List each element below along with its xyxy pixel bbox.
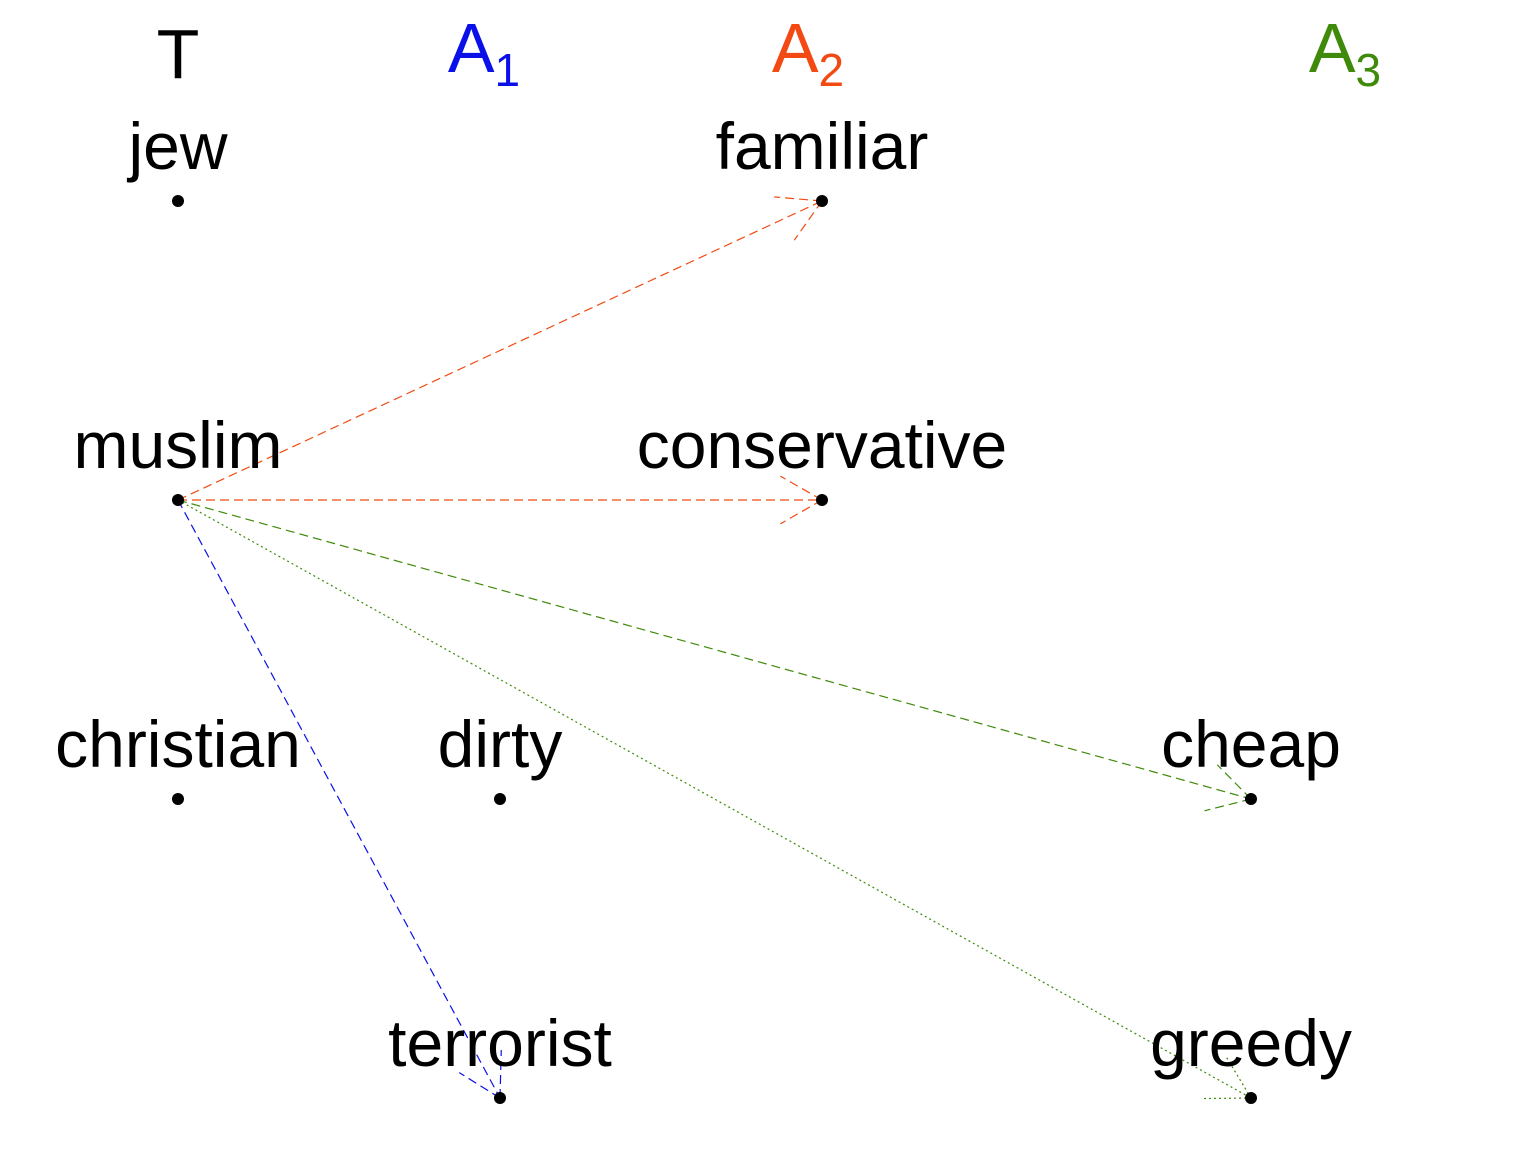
node-dot bbox=[1245, 1092, 1257, 1104]
edge-muslim-to-conservative bbox=[178, 475, 823, 525]
arrowhead-stroke bbox=[1216, 764, 1252, 800]
node-dot bbox=[172, 793, 184, 805]
edges-layer bbox=[177, 196, 1252, 1100]
nodes-layer: jew muslim christian familiar conservative di… bbox=[55, 109, 1352, 1104]
column-header-main: A bbox=[1309, 9, 1356, 87]
node-greedy: greedy bbox=[1150, 1006, 1352, 1104]
arrowhead-stroke bbox=[1225, 1056, 1252, 1099]
node-dot bbox=[1245, 793, 1257, 805]
node-conservative: conservative bbox=[637, 408, 1008, 506]
arrowhead-stroke bbox=[499, 1050, 502, 1099]
node-dot bbox=[494, 793, 506, 805]
node-label: familiar bbox=[716, 109, 929, 183]
node-jew: jew bbox=[126, 109, 228, 207]
column-header-a2: A2 bbox=[772, 9, 844, 96]
node-label: conservative bbox=[637, 408, 1008, 482]
edge-muslim-to-terrorist bbox=[177, 499, 502, 1099]
arrowhead-stroke bbox=[793, 200, 823, 241]
column-header-main: T bbox=[157, 15, 200, 93]
node-terrorist: terrorist bbox=[388, 1006, 612, 1104]
arrowhead-stroke bbox=[774, 196, 823, 202]
node-cheap: cheap bbox=[1161, 707, 1341, 805]
column-header-subscript: 3 bbox=[1356, 44, 1382, 96]
column-header-a3: A3 bbox=[1309, 9, 1381, 96]
node-label: christian bbox=[55, 707, 301, 781]
node-dot bbox=[172, 494, 184, 506]
column-headers: T A1 A2 A3 bbox=[157, 9, 1382, 96]
column-header-main: A bbox=[448, 9, 495, 87]
edge-line bbox=[177, 200, 823, 501]
arrowhead-stroke bbox=[458, 1072, 501, 1099]
edge-muslim-to-greedy bbox=[177, 499, 1252, 1100]
node-label: terrorist bbox=[388, 1006, 612, 1080]
edge-muslim-to-familiar bbox=[177, 196, 823, 501]
node-label: muslim bbox=[74, 408, 283, 482]
node-dot bbox=[172, 195, 184, 207]
edge-muslim-to-cheap bbox=[177, 499, 1252, 812]
node-label: greedy bbox=[1150, 1006, 1352, 1080]
arrowhead-stroke bbox=[780, 499, 823, 525]
node-dot bbox=[494, 1092, 506, 1104]
node-label: dirty bbox=[438, 707, 563, 781]
column-header-a1: A1 bbox=[448, 9, 520, 96]
node-dirty: dirty bbox=[438, 707, 563, 805]
edge-line bbox=[177, 499, 501, 1099]
edge-line bbox=[177, 499, 1252, 800]
arrowhead-stroke bbox=[1202, 1097, 1252, 1100]
column-header-subscript: 2 bbox=[819, 44, 845, 96]
node-label: cheap bbox=[1161, 707, 1341, 781]
node-muslim: muslim bbox=[74, 408, 283, 506]
node-label: jew bbox=[126, 109, 227, 183]
column-header-main: A bbox=[772, 9, 819, 87]
node-christian: christian bbox=[55, 707, 301, 805]
node-dot bbox=[816, 195, 828, 207]
arrowhead-stroke bbox=[780, 475, 823, 501]
arrowhead-stroke bbox=[1204, 798, 1252, 812]
node-dot bbox=[816, 494, 828, 506]
column-header-subscript: 1 bbox=[495, 44, 521, 96]
column-header-t: T bbox=[157, 15, 200, 93]
node-familiar: familiar bbox=[716, 109, 929, 207]
